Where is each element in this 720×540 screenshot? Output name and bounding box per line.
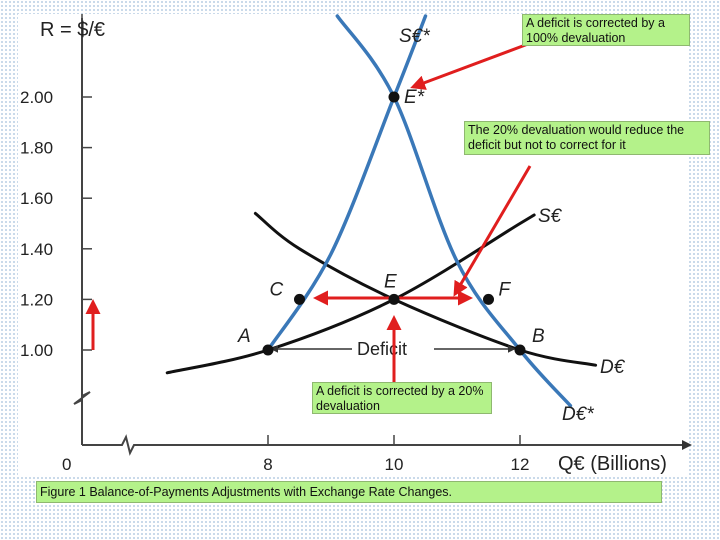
x-tick-label: 10 [385,455,404,474]
point-label: A [237,326,251,347]
red-arrow-to-estar [410,42,529,90]
note-20pct-corrected: A deficit is corrected by a 20% devaluat… [312,382,492,414]
x-tick-label: 8 [263,455,272,474]
note-100pct-devaluation: A deficit is corrected by a 100% devalua… [522,14,690,46]
point-a [262,344,274,356]
y-tick-label: 1.20 [20,290,53,309]
y-axis-title: R = $/€ [40,19,105,41]
point-label: E [384,271,397,292]
figure-caption: Figure 1 Balance-of-Payments Adjustments… [36,481,662,503]
y-tick-label: 1.60 [20,189,53,208]
y-tick-label: 1.80 [20,139,53,158]
point-label: F [499,279,512,300]
x-axis-title: Q€ (Billions) [558,453,667,475]
point-e-star [388,91,400,103]
curve-s-euro-star [266,14,428,352]
curve-d-euro-star [335,14,573,408]
equilibrium-points: E* E C F A B [237,87,545,356]
point-b [514,344,526,356]
curve-label-s-euro: S€ [538,206,563,227]
note-20pct-corrected-text: A deficit is corrected by a 20% devaluat… [316,384,484,413]
point-e [388,293,400,305]
point-label: C [270,279,284,300]
point-c [294,293,305,305]
x-tick-label: 0 [62,455,71,474]
curve-label-d-euro-star: D€* [562,404,594,425]
y-tick-label: 2.00 [20,88,53,107]
x-axis [82,434,692,456]
y-tick-label: 1.00 [20,341,53,360]
point-label: E* [404,87,425,108]
note-100pct-devaluation-text: A deficit is corrected by a 100% devalua… [526,16,665,45]
note-20pct-reduce: The 20% devaluation would reduce the def… [464,121,710,155]
curve-label-s-euro-star: S€* [399,26,430,47]
y-tick-label: 1.40 [20,240,53,259]
figure-caption-text: Figure 1 Balance-of-Payments Adjustments… [40,485,453,499]
point-label: B [532,326,545,347]
x-tick-label: 12 [511,455,530,474]
x-ticks: 0 8 10 12 [62,435,529,474]
y-ticks: 1.00 1.20 1.40 1.60 1.80 2.00 [20,88,92,360]
curve-label-d-euro: D€ [600,357,626,378]
point-f [483,293,494,305]
red-arrow-20pct-note [453,165,532,297]
note-20pct-reduce-text: The 20% devaluation would reduce the def… [468,123,685,152]
y-axis [73,18,91,445]
deficit-label: Deficit [357,339,407,359]
